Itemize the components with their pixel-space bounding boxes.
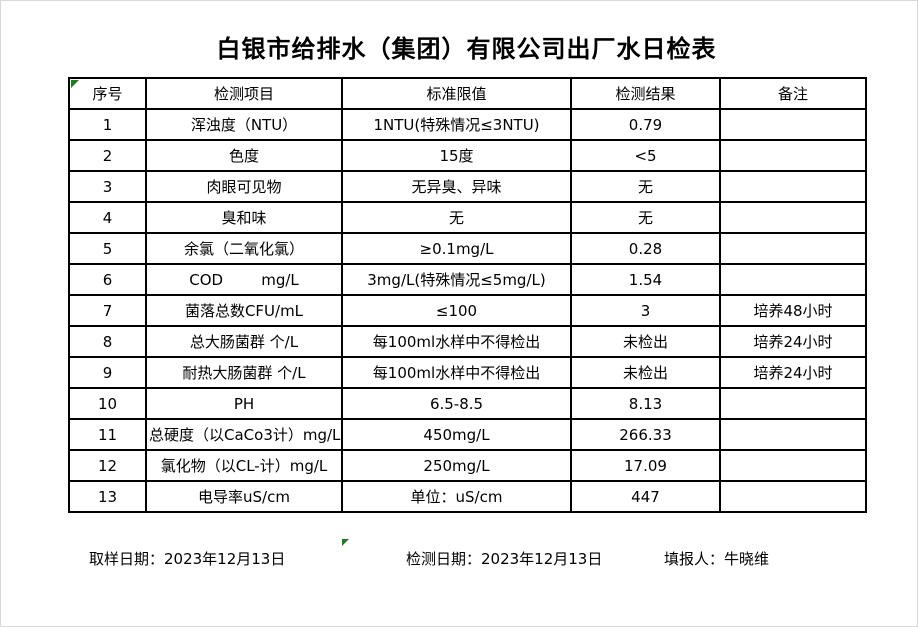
footer: 取样日期：2023年12月13日 检测日期：2023年12月13日 填报人：牛晓… xyxy=(1,548,917,572)
page-title: 白银市给排水（集团）有限公司出厂水日检表 xyxy=(216,35,717,63)
cell-no: 9 xyxy=(68,356,147,389)
cell-standard: 6.5-8.5 xyxy=(341,387,572,420)
reporter-name: 填报人：牛晓维 xyxy=(664,550,770,568)
cell-no: 4 xyxy=(68,201,147,234)
cell-standard: 1NTU(特殊情况≤3NTU) xyxy=(341,108,572,141)
cell-no: 13 xyxy=(68,480,147,513)
header-no: 序号 xyxy=(68,77,147,110)
table-row: 3 肉眼可见物 无异臭、异味 无 xyxy=(68,170,867,203)
table-row: 2 色度 15度 <5 xyxy=(68,139,867,172)
cell-standard: 3mg/L(特殊情况≤5mg/L) xyxy=(341,263,572,296)
cell-standard: 250mg/L xyxy=(341,449,572,482)
test-date: 检测日期：2023年12月13日 xyxy=(406,550,603,568)
cell-result: 0.79 xyxy=(570,108,721,141)
cell-standard: ≤100 xyxy=(341,294,572,327)
cell-no: 6 xyxy=(68,263,147,296)
cell-remark xyxy=(719,139,867,172)
cell-remark xyxy=(719,418,867,451)
cell-standard: 单位：uS/cm xyxy=(341,480,572,513)
table-row: 12 氯化物（以CL-计）mg/L 250mg/L 17.09 xyxy=(68,449,867,482)
header-item: 检测项目 xyxy=(145,77,343,110)
cell-no: 8 xyxy=(68,325,147,358)
cell-remark xyxy=(719,170,867,203)
table-header-row: 序号 检测项目 标准限值 检测结果 备注 xyxy=(68,77,867,110)
table-row: 6 COD mg/L 3mg/L(特殊情况≤5mg/L) 1.54 xyxy=(68,263,867,296)
cell-remark xyxy=(719,387,867,420)
cell-result: 未检出 xyxy=(570,325,721,358)
table-row: 8 总大肠菌群 个/L 每100ml水样中不得检出 未检出 培养24小时 xyxy=(68,325,867,358)
cell-item: COD mg/L xyxy=(145,263,343,296)
cell-remark xyxy=(719,263,867,296)
cell-no: 1 xyxy=(68,108,147,141)
cell-remark: 培养24小时 xyxy=(719,325,867,358)
cell-remark xyxy=(719,449,867,482)
cell-result: 无 xyxy=(570,201,721,234)
cell-item: 色度 xyxy=(145,139,343,172)
cell-result: 3 xyxy=(570,294,721,327)
cell-no: 5 xyxy=(68,232,147,265)
cell-no: 7 xyxy=(68,294,147,327)
cell-item: 总硬度（以CaCo3计）mg/L xyxy=(145,418,343,451)
table-row: 7 菌落总数CFU/mL ≤100 3 培养48小时 xyxy=(68,294,867,327)
cell-remark: 培养48小时 xyxy=(719,294,867,327)
cell-item: 氯化物（以CL-计）mg/L xyxy=(145,449,343,482)
cell-item: 肉眼可见物 xyxy=(145,170,343,203)
cell-standard: 450mg/L xyxy=(341,418,572,451)
cell-result: <5 xyxy=(570,139,721,172)
cell-result: 0.28 xyxy=(570,232,721,265)
table-row: 4 臭和味 无 无 xyxy=(68,201,867,234)
cell-standard: 无 xyxy=(341,201,572,234)
cell-no: 10 xyxy=(68,387,147,420)
cell-result: 未检出 xyxy=(570,356,721,389)
cell-item: 余氯（二氧化氯） xyxy=(145,232,343,265)
cell-item: 总大肠菌群 个/L xyxy=(145,325,343,358)
cell-result: 17.09 xyxy=(570,449,721,482)
cell-item: 浑浊度（NTU） xyxy=(145,108,343,141)
cell-result: 无 xyxy=(570,170,721,203)
cell-no: 12 xyxy=(68,449,147,482)
cell-standard: 每100ml水样中不得检出 xyxy=(341,325,572,358)
cell-item: 臭和味 xyxy=(145,201,343,234)
cell-result: 1.54 xyxy=(570,263,721,296)
cell-item: 菌落总数CFU/mL xyxy=(145,294,343,327)
table-row: 13 电导率uS/cm 单位：uS/cm 447 xyxy=(68,480,867,513)
header-standard: 标准限值 xyxy=(341,77,572,110)
cell-item: 电导率uS/cm xyxy=(145,480,343,513)
cell-no: 2 xyxy=(68,139,147,172)
green-corner-marker-icon xyxy=(342,539,349,546)
cell-standard: ≥0.1mg/L xyxy=(341,232,572,265)
cell-no: 11 xyxy=(68,418,147,451)
table-row: 9 耐热大肠菌群 个/L 每100ml水样中不得检出 未检出 培养24小时 xyxy=(68,356,867,389)
inspection-table: 序号 检测项目 标准限值 检测结果 备注 1 浑浊度（NTU） 1NTU(特殊情… xyxy=(68,77,867,513)
cell-standard: 每100ml水样中不得检出 xyxy=(341,356,572,389)
cell-result: 447 xyxy=(570,480,721,513)
cell-item: 耐热大肠菌群 个/L xyxy=(145,356,343,389)
cell-remark xyxy=(719,108,867,141)
cell-result: 266.33 xyxy=(570,418,721,451)
sampling-date: 取样日期：2023年12月13日 xyxy=(89,550,286,568)
cell-no: 3 xyxy=(68,170,147,203)
cell-standard: 无异臭、异味 xyxy=(341,170,572,203)
cell-remark: 培养24小时 xyxy=(719,356,867,389)
cell-result: 8.13 xyxy=(570,387,721,420)
cell-standard: 15度 xyxy=(341,139,572,172)
cell-remark xyxy=(719,201,867,234)
cell-item: PH xyxy=(145,387,343,420)
cell-remark xyxy=(719,480,867,513)
table-row: 5 余氯（二氧化氯） ≥0.1mg/L 0.28 xyxy=(68,232,867,265)
table-row: 10 PH 6.5-8.5 8.13 xyxy=(68,387,867,420)
header-remark: 备注 xyxy=(719,77,867,110)
header-result: 检测结果 xyxy=(570,77,721,110)
cell-remark xyxy=(719,232,867,265)
table-row: 11 总硬度（以CaCo3计）mg/L 450mg/L 266.33 xyxy=(68,418,867,451)
table-row: 1 浑浊度（NTU） 1NTU(特殊情况≤3NTU) 0.79 xyxy=(68,108,867,141)
